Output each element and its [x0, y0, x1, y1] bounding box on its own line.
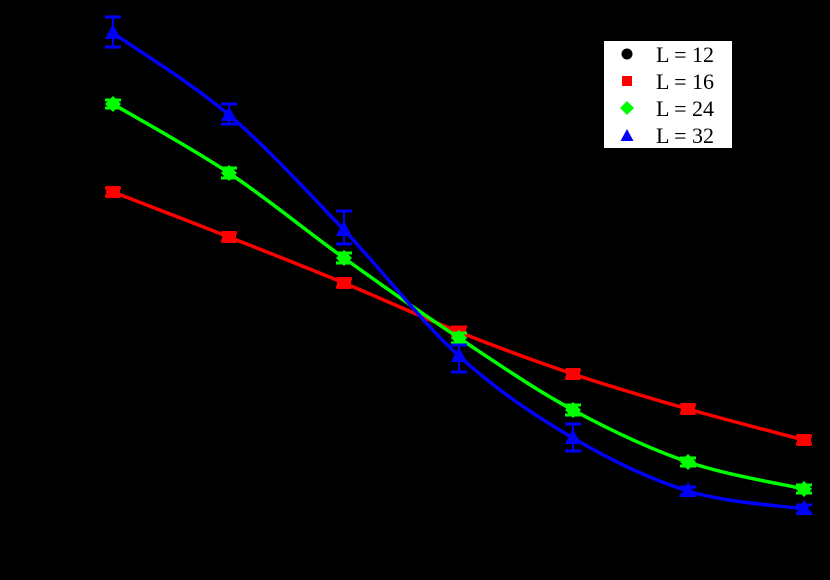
series-l32: [105, 15, 812, 515]
legend: L = 12 L = 16 L = 24 L = 32: [603, 40, 733, 149]
square-marker-icon: [622, 76, 632, 86]
data-point-square: [797, 434, 811, 446]
data-point-triangle: [796, 500, 812, 515]
series-layer: [105, 15, 812, 515]
data-point-diamond: [680, 454, 696, 470]
data-point-diamond: [336, 250, 352, 266]
legend-label: L = 12: [656, 42, 715, 67]
data-point-diamond: [565, 402, 581, 418]
circle-marker-icon: [621, 48, 633, 60]
data-point-diamond: [221, 165, 237, 181]
data-point-square: [222, 231, 236, 243]
data-point-triangle: [221, 106, 237, 121]
data-point-triangle: [336, 221, 352, 236]
data-point-diamond: [796, 481, 812, 497]
series-l24: [105, 96, 812, 497]
legend-item-l24: L = 24: [604, 95, 732, 122]
diamond-marker-icon: [620, 101, 634, 115]
data-point-diamond: [105, 96, 121, 112]
triangle-marker-icon: [620, 129, 634, 141]
data-point-square: [337, 277, 351, 289]
data-point-square: [566, 368, 580, 380]
legend-item-l32: L = 32: [604, 122, 732, 149]
legend-label: L = 24: [656, 96, 715, 121]
legend-item-l16: L = 16: [604, 68, 732, 95]
legend-item-l12: L = 12: [604, 41, 732, 68]
data-point-triangle: [105, 24, 121, 39]
data-point-square: [106, 186, 120, 198]
data-point-triangle: [451, 347, 467, 362]
data-point-triangle: [565, 429, 581, 444]
legend-label: L = 32: [656, 123, 715, 148]
data-point-square: [681, 403, 695, 415]
legend-label: L = 16: [656, 69, 715, 94]
data-point-diamond: [451, 330, 467, 346]
data-point-triangle: [680, 482, 696, 497]
